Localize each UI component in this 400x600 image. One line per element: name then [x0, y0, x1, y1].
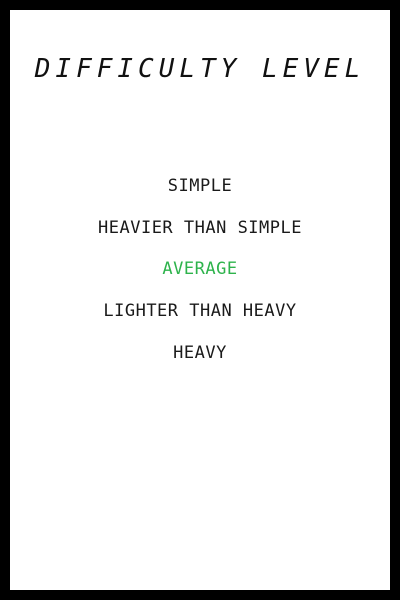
page-title: DIFFICULTY LEVEL	[34, 54, 366, 84]
difficulty-option-average[interactable]: AVERAGE	[162, 259, 238, 280]
difficulty-option-lighter-than-heavy[interactable]: LIGHTER THAN HEAVY	[103, 301, 297, 322]
difficulty-menu: SIMPLE HEAVIER THAN SIMPLE AVERAGE LIGHT…	[10, 166, 390, 374]
screen-frame: DIFFICULTY LEVEL SIMPLE HEAVIER THAN SIM…	[10, 10, 390, 590]
difficulty-option-heavier-than-simple[interactable]: HEAVIER THAN SIMPLE	[98, 217, 302, 238]
difficulty-option-simple[interactable]: SIMPLE	[167, 176, 233, 196]
difficulty-option-heavy[interactable]: HEAVY	[173, 342, 227, 363]
